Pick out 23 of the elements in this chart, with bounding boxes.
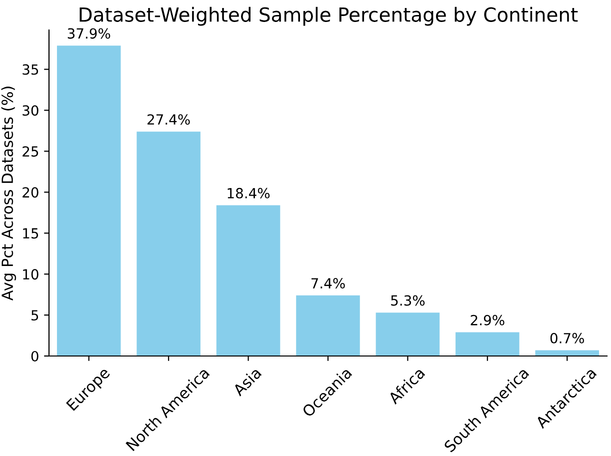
bar: [296, 295, 360, 356]
y-axis-title: Avg Pct Across Datasets (%): [1, 86, 16, 301]
bar: [456, 332, 520, 356]
data-label: 2.9%: [470, 314, 504, 326]
data-label: 0.7%: [550, 332, 584, 344]
y-tick-label: 10: [23, 269, 38, 280]
bar: [216, 205, 280, 356]
data-label: 37.9%: [68, 28, 110, 39]
data-label: 5.3%: [391, 295, 425, 306]
bar: [56, 46, 121, 356]
y-tick-label: 35: [22, 64, 38, 75]
y-tick-label: 25: [22, 146, 38, 157]
y-tick-label: 0: [31, 350, 38, 362]
y-tick-label: 30: [22, 105, 38, 116]
bar: [376, 312, 440, 356]
bar: [136, 132, 200, 356]
data-label: 7.4%: [311, 278, 345, 289]
y-tick-label: 20: [22, 187, 38, 198]
data-label: 27.4%: [148, 114, 190, 125]
data-label: 18.4%: [228, 188, 270, 198]
chart-title: Dataset-Weighted Sample Percentage by Continent: [80, 6, 578, 26]
y-tick-label: 15: [23, 228, 38, 239]
y-tick-label: 5: [32, 310, 38, 321]
